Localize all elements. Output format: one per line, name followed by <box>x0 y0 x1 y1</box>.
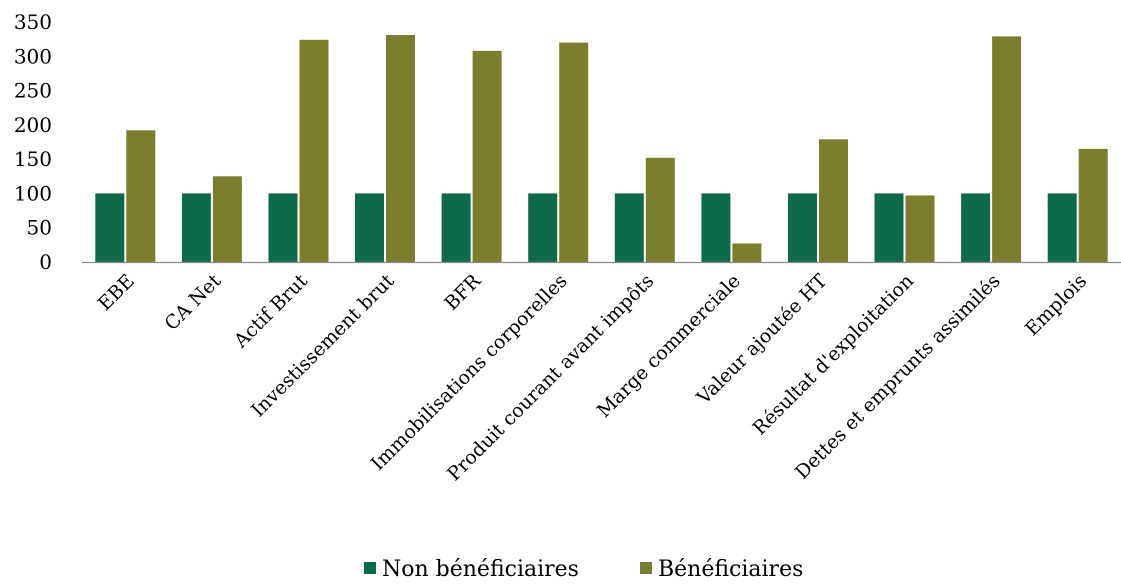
y-tick-label: 200 <box>14 113 52 137</box>
bar-beneficiaires <box>645 157 675 262</box>
bar-beneficiaires <box>386 35 415 262</box>
x-category-label: Emplois <box>1021 270 1091 340</box>
y-tick-label: 250 <box>14 79 52 103</box>
bar-beneficiaires <box>559 42 589 262</box>
bar-non-beneficiaires <box>961 193 991 262</box>
x-category-label: BFR <box>440 269 485 314</box>
bar-beneficiaires <box>992 36 1022 263</box>
bar-beneficiaires <box>819 139 848 262</box>
bar-non-beneficiaires <box>441 193 471 262</box>
bar-beneficiaires <box>905 195 935 262</box>
legend-label-non-beneficiaires: Non bénéficiaires <box>382 557 579 582</box>
bar-non-beneficiaires <box>528 193 558 262</box>
bar-non-beneficiaires <box>788 193 817 262</box>
bar-beneficiaires <box>126 130 156 262</box>
bar-non-beneficiaires <box>355 193 384 262</box>
bar-beneficiaires <box>1078 148 1108 262</box>
legend-swatch-beneficiaires <box>640 562 652 574</box>
bar-non-beneficiaires <box>268 193 298 262</box>
bars-group <box>95 35 1108 263</box>
x-category-label: Résultat d'exploitation <box>749 270 918 439</box>
bar-beneficiaires <box>732 243 762 262</box>
y-tick-label: 150 <box>14 147 52 171</box>
bar-non-beneficiaires <box>95 193 125 262</box>
legend-label-beneficiaires: Bénéficiaires <box>658 557 803 582</box>
bar-non-beneficiaires <box>874 193 904 262</box>
y-axis: 0 50 100 150 200 250 300 350 <box>14 10 52 274</box>
y-tick-label: 350 <box>14 10 52 34</box>
legend: Non bénéficiaires Bénéficiaires <box>364 557 803 582</box>
bar-beneficiaires <box>472 50 502 262</box>
x-category-label: Actif Brut <box>229 270 312 353</box>
bar-non-beneficiaires <box>701 193 731 262</box>
y-tick-label: 300 <box>14 44 52 68</box>
legend-swatch-non-beneficiaires <box>364 562 376 574</box>
bar-non-beneficiaires <box>181 193 211 262</box>
bar-beneficiaires <box>212 176 242 262</box>
y-tick-label: 100 <box>14 181 52 205</box>
x-category-label: EBE <box>94 270 139 315</box>
y-tick-label: 0 <box>39 250 52 274</box>
bar-beneficiaires <box>299 39 329 262</box>
bar-non-beneficiaires <box>1047 193 1077 262</box>
y-tick-label: 50 <box>27 216 52 240</box>
x-category-label: Marge commerciale <box>593 270 745 422</box>
bar-non-beneficiaires <box>614 193 644 262</box>
x-category-label: CA Net <box>160 270 225 335</box>
x-category-label: Investissement brut <box>247 270 399 422</box>
